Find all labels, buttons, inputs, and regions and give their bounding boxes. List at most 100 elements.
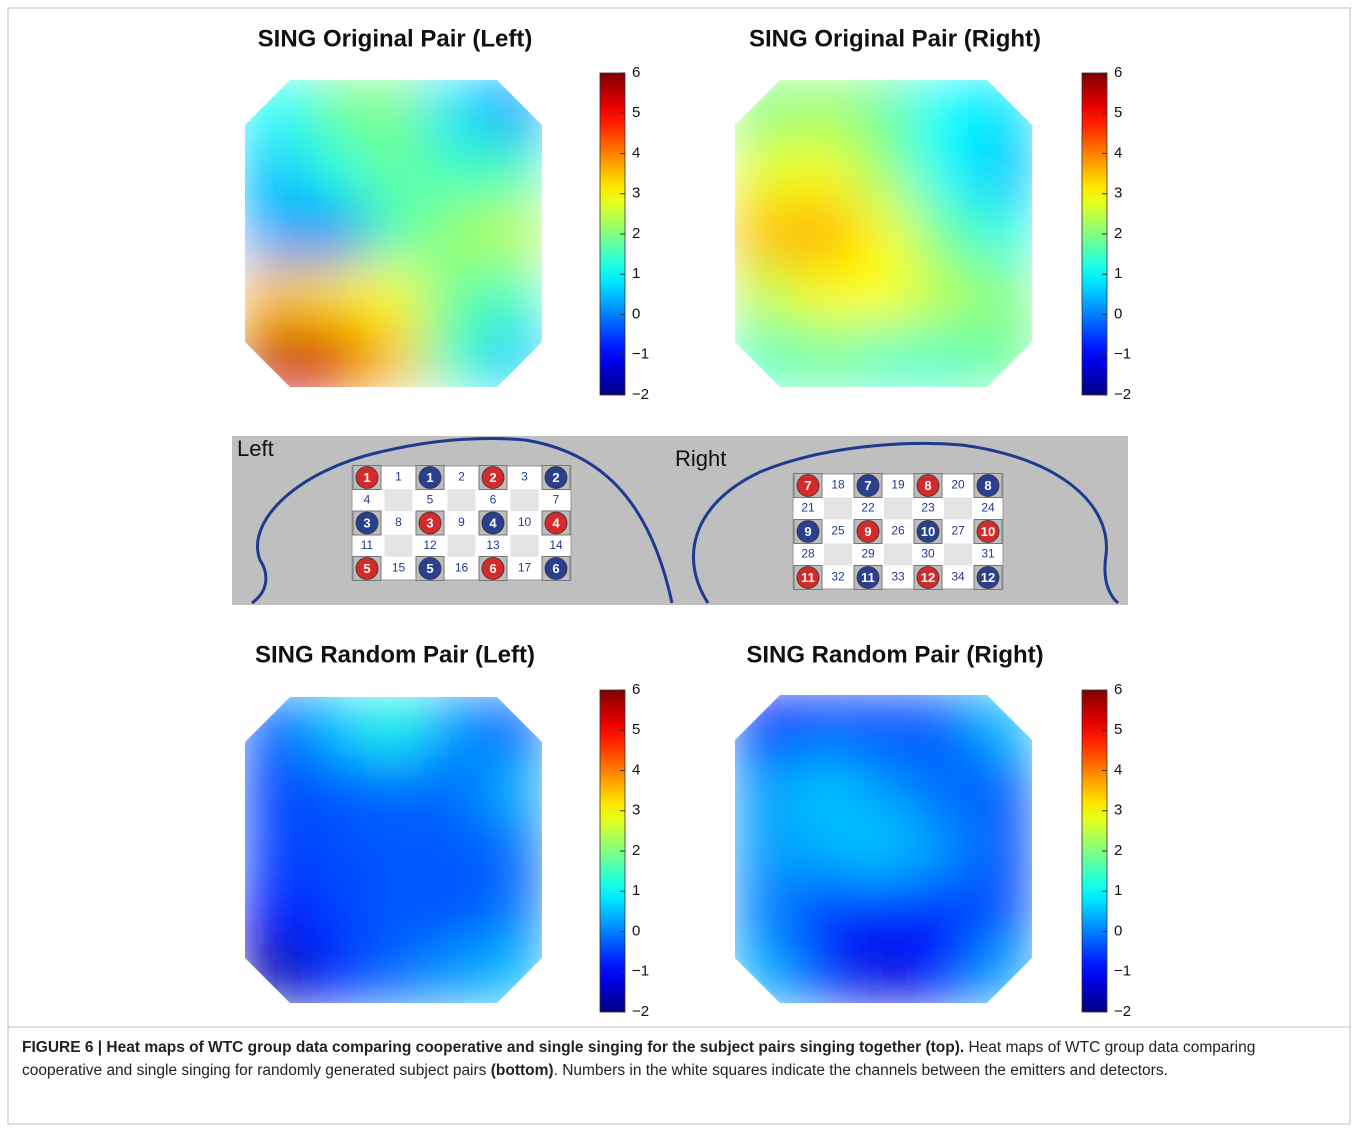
probe-label: 2 bbox=[489, 470, 496, 485]
heatmap-cell bbox=[245, 758, 305, 820]
heatmap-cell bbox=[973, 80, 1033, 142]
colorbar-tick-label: 5 bbox=[1114, 721, 1122, 738]
heatmap-cell bbox=[423, 881, 483, 943]
channel-label: 8 bbox=[395, 515, 402, 529]
heatmap-cell bbox=[973, 941, 1033, 1003]
heatmap-cell bbox=[973, 326, 1033, 388]
probe-label: 10 bbox=[921, 524, 935, 539]
heatmap-cell bbox=[364, 264, 424, 326]
probe-label: 4 bbox=[489, 515, 497, 530]
heatmap-cell bbox=[364, 326, 424, 388]
grid-gap bbox=[824, 498, 852, 520]
channel-label: 14 bbox=[549, 538, 563, 552]
channel-label: 23 bbox=[921, 501, 935, 515]
heatmap-cell bbox=[245, 141, 305, 203]
colorbar-tick-label: −1 bbox=[1114, 346, 1131, 363]
heatmap-cell bbox=[483, 326, 543, 388]
channel-label: 22 bbox=[861, 501, 875, 515]
channel-label: 24 bbox=[981, 501, 995, 515]
heatmap-cell bbox=[304, 141, 364, 203]
heatmap-cell bbox=[364, 758, 424, 820]
grid-gap bbox=[385, 535, 413, 557]
heatmap-cell bbox=[735, 326, 795, 388]
colorbar-tick-label: −2 bbox=[632, 386, 649, 403]
colorbar-tick-label: 0 bbox=[1114, 922, 1122, 939]
heatmap-cell bbox=[913, 141, 973, 203]
colorbar-tick-label: 5 bbox=[632, 721, 640, 738]
colorbar-tick-label: −2 bbox=[1114, 386, 1131, 403]
probe-label: 9 bbox=[804, 524, 811, 539]
colorbar-tick-label: −2 bbox=[632, 1003, 649, 1020]
channel-label: 15 bbox=[392, 561, 406, 575]
colorbar-tick-label: 6 bbox=[1114, 681, 1122, 698]
probe-label: 8 bbox=[984, 478, 991, 493]
colorbar-tick-label: 6 bbox=[632, 681, 640, 698]
heatmap-cell bbox=[854, 757, 914, 819]
heatmap bbox=[245, 697, 543, 1004]
heatmap-cell bbox=[854, 695, 914, 757]
channel-label: 16 bbox=[455, 561, 469, 575]
channel-label: 27 bbox=[951, 524, 965, 538]
heatmap-cell bbox=[794, 757, 854, 819]
panel-title: SING Random Pair (Left) bbox=[255, 641, 535, 668]
heatmap-cell bbox=[423, 758, 483, 820]
heatmap-cell bbox=[913, 203, 973, 265]
grid-gap bbox=[448, 535, 476, 557]
heatmap-cell bbox=[794, 326, 854, 388]
colorbar-tick-label: 1 bbox=[1114, 882, 1122, 899]
heatmap-cell bbox=[913, 695, 973, 757]
probe-label: 8 bbox=[924, 478, 931, 493]
heatmap-cell bbox=[423, 326, 483, 388]
heatmap-field bbox=[245, 697, 543, 1004]
heatmap-cell bbox=[854, 80, 914, 142]
colorbar-tick-label: 2 bbox=[632, 842, 640, 859]
probe-label: 9 bbox=[864, 524, 871, 539]
heatmap-cell bbox=[364, 881, 424, 943]
heatmap-cell bbox=[245, 264, 305, 326]
heatmap-cell bbox=[304, 819, 364, 881]
heatmap-cell bbox=[245, 80, 305, 142]
figure-canvas: Left Right SING Original Pair (Left)6543… bbox=[0, 0, 1358, 1132]
colorbar-tick-label: −1 bbox=[632, 963, 649, 980]
colorbar-tick-label: 1 bbox=[632, 882, 640, 899]
channel-label: 26 bbox=[891, 524, 905, 538]
heatmap-cell bbox=[483, 942, 543, 1004]
heatmap-cell bbox=[304, 758, 364, 820]
channel-label: 21 bbox=[801, 501, 815, 515]
channel-label: 5 bbox=[427, 492, 434, 506]
grid-gap bbox=[448, 489, 476, 511]
channel-label: 1 bbox=[395, 470, 402, 484]
heatmap-cell bbox=[973, 264, 1033, 326]
probe-label: 11 bbox=[861, 570, 875, 585]
heatmap-cell bbox=[483, 758, 543, 820]
caption: FIGURE 6 | Heat maps of WTC group data c… bbox=[22, 1036, 1332, 1082]
heatmap-field bbox=[245, 80, 543, 388]
heatmap-cell bbox=[364, 942, 424, 1004]
heatmap-cell bbox=[973, 203, 1033, 265]
heatmap-cell bbox=[854, 941, 914, 1003]
grid-gap bbox=[884, 544, 912, 566]
heatmap-cell bbox=[423, 80, 483, 142]
colorbar-tick-label: 3 bbox=[1114, 185, 1122, 202]
heatmap bbox=[735, 695, 1033, 1004]
heatmap-cell bbox=[854, 264, 914, 326]
channel-label: 13 bbox=[486, 538, 500, 552]
colorbar-tick-label: 5 bbox=[632, 104, 640, 121]
heatmap-cell bbox=[854, 880, 914, 942]
probe-label: 11 bbox=[801, 570, 815, 585]
channel-label: 4 bbox=[364, 492, 371, 506]
heatmap-cell bbox=[423, 203, 483, 265]
heatmap-cell bbox=[854, 141, 914, 203]
channel-label: 31 bbox=[981, 547, 995, 561]
colorbar-tick-label: 4 bbox=[1114, 144, 1122, 161]
heatmap-cell bbox=[735, 264, 795, 326]
colorbar-tick-label: −1 bbox=[632, 346, 649, 363]
heatmap-cell bbox=[913, 80, 973, 142]
heatmap bbox=[735, 80, 1033, 388]
colorbar-tick-label: 0 bbox=[632, 305, 640, 322]
channel-label: 33 bbox=[891, 570, 905, 584]
probe-label: 12 bbox=[981, 570, 995, 585]
channel-label: 28 bbox=[801, 547, 815, 561]
heatmap-cell bbox=[245, 697, 305, 759]
heatmap-cell bbox=[735, 818, 795, 880]
